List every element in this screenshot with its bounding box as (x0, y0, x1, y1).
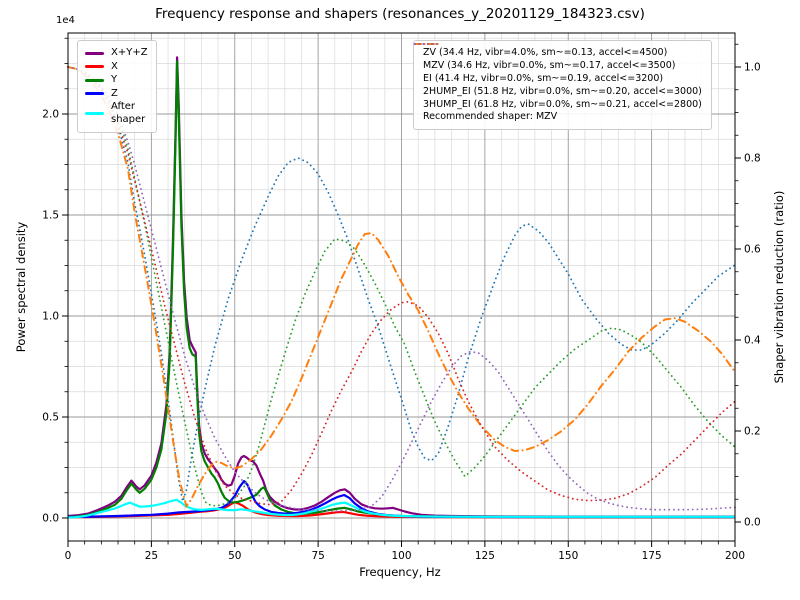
x-tick-label: 100 (391, 550, 411, 562)
x-tick-label: 200 (725, 550, 745, 562)
x-tick-label: 175 (642, 550, 662, 562)
x-tick-label: 0 (65, 550, 72, 562)
legend-line-x (85, 65, 104, 69)
x-tick-label: 25 (145, 550, 158, 562)
legend-line-none (414, 41, 440, 47)
y-left-tick-label: 2.0 (42, 109, 59, 121)
x-tick-label: 75 (311, 550, 324, 562)
legend-item-x: X (85, 61, 148, 74)
legend-item-after_shaper: After shaper (85, 101, 148, 126)
legend-item-zv: ZV (34.4 Hz, vibr=4.0%, sm~=0.13, accel<… (414, 43, 702, 59)
legend-label-x: X (111, 60, 118, 72)
legend-label-2hump_ei: 2HUMP_EI (51.8 Hz, vibr=0.0%, sm~=0.20, … (423, 85, 702, 97)
y-right-tick-label: 0.4 (744, 335, 761, 347)
x-tick-label: 50 (228, 550, 241, 562)
legend-label-y: Y (111, 74, 118, 85)
legend-line-z (85, 92, 104, 96)
legend-label-after_shaper: After shaper (111, 101, 146, 125)
legend-label-zv: ZV (34.4 Hz, vibr=4.0%, sm~=0.13, accel<… (423, 47, 668, 58)
legend-line-xyz (85, 51, 104, 55)
shaper-legend: ZV (34.4 Hz, vibr=4.0%, sm~=0.13, accel<… (413, 40, 712, 131)
psd-curve-after_shaper (67, 498, 735, 519)
y-left-tick-label: 0.0 (42, 513, 59, 525)
legend-label-ei: EI (41.4 Hz, vibr=0.0%, sm~=0.19, accel<… (423, 72, 664, 84)
psd-curve-xyz (67, 56, 735, 518)
x-tick-label: 150 (558, 550, 578, 562)
y-left-tick-label: 1.5 (42, 210, 59, 222)
psd-curve-y (67, 60, 735, 519)
y-axis-label-left: Power spectral density (14, 221, 28, 353)
y-axis-label-right: Shaper vibration reduction (ratio) (772, 190, 786, 384)
y-right-tick-label: 0.8 (744, 153, 761, 165)
legend-line-y (85, 78, 104, 82)
legend-item-xyz: X+Y+Z (85, 47, 148, 60)
legend-label-z: Z (111, 87, 118, 99)
x-tick-label: 125 (475, 550, 495, 562)
x-axis-label: Frequency, Hz (359, 565, 441, 579)
legend-item-mzv: MZV (34.6 Hz, vibr=0.0%, sm~=0.17, accel… (414, 43, 702, 72)
y-right-tick-label: 1.0 (744, 62, 761, 74)
y-left-tick-label: 1.0 (42, 311, 59, 323)
y-axis-offset-multiplier: 1e4 (56, 15, 75, 26)
legend-recommended-shaper: Recommended shaper: MZV (423, 111, 702, 123)
legend-label-xyz: X+Y+Z (111, 47, 148, 58)
y-left-tick-label: 0.5 (42, 412, 59, 424)
shaper-curve-ei (67, 66, 736, 507)
psd-legend: X+Y+Z X Y Z After shaper (77, 40, 157, 133)
legend-line-after_shaper (85, 112, 104, 115)
legend-item-2hump_ei: 2HUMP_EI (51.8 Hz, vibr=0.0%, sm~=0.20, … (414, 43, 702, 98)
y-right-tick-label: 0.2 (744, 426, 761, 438)
legend-item-3hump_ei: 3HUMP_EI (61.8 Hz, vibr=0.0%, sm~=0.21, … (414, 43, 702, 111)
legend-label-mzv: MZV (34.6 Hz, vibr=0.0%, sm~=0.17, accel… (423, 59, 676, 71)
legend-item-z: Z (85, 88, 148, 101)
shaper-curve-3hump_ei (67, 66, 736, 513)
legend-item-ei: EI (41.4 Hz, vibr=0.0%, sm~=0.19, accel<… (414, 43, 702, 85)
y-right-tick-label: 0.0 (744, 517, 761, 529)
chart-title: Frequency response and shapers (resonanc… (155, 6, 645, 22)
shaper-curve-zv (67, 66, 736, 502)
legend-label-3hump_ei: 3HUMP_EI (61.8 Hz, vibr=0.0%, sm~=0.21, … (423, 98, 702, 110)
y-right-tick-label: 0.6 (744, 244, 761, 256)
legend-recommended-shaper-label: Recommended shaper: MZV (423, 111, 558, 123)
legend-line-3hump_ei (414, 43, 440, 45)
shaper-curve-mzv (67, 66, 736, 509)
legend-item-y: Y (85, 74, 148, 87)
